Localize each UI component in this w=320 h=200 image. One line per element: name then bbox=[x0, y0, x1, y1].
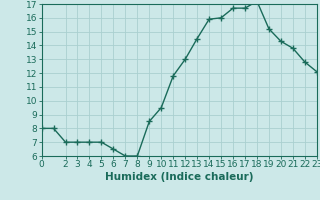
X-axis label: Humidex (Indice chaleur): Humidex (Indice chaleur) bbox=[105, 172, 253, 182]
